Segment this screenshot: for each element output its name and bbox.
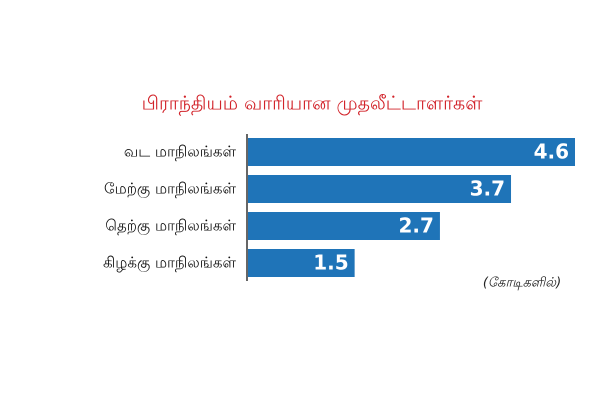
bar — [248, 249, 355, 277]
bar — [248, 212, 440, 240]
annotation: (கோடிகளில்) — [483, 276, 561, 291]
category-label: கிழக்கு மாநிலங்கள் — [103, 254, 236, 273]
data-label: 4.6 — [534, 140, 569, 164]
data-label: 1.5 — [313, 251, 348, 275]
data-label: 3.7 — [470, 177, 505, 201]
category-label: தெற்கு மாநிலங்கள் — [105, 217, 236, 236]
bar — [248, 175, 512, 203]
category-label: மேற்கு மாநிலங்கள் — [104, 180, 236, 199]
data-label: 2.7 — [398, 214, 433, 238]
bar — [248, 138, 575, 166]
chart-title: பிராந்தியம் வாரியான முதலீட்டாளர்கள் — [142, 93, 484, 116]
category-label: வட மாநிலங்கள் — [124, 143, 237, 161]
